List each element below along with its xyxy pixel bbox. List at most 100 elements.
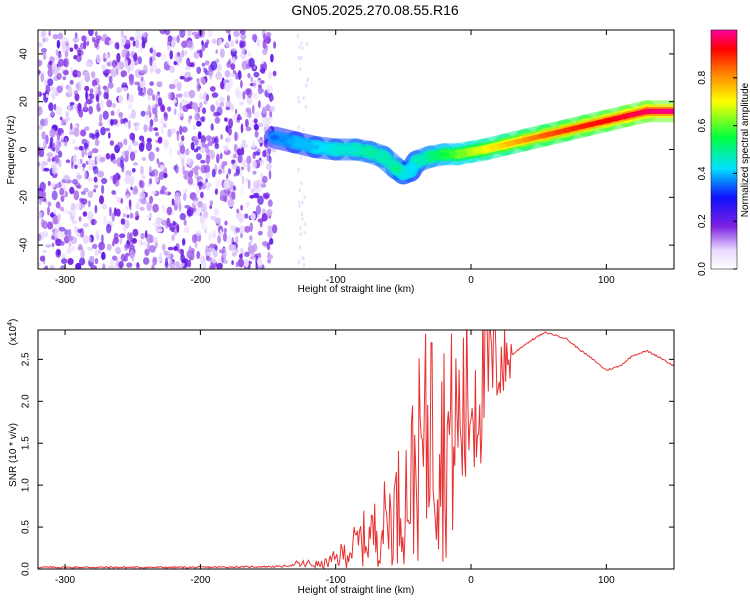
noise-speckle (216, 63, 222, 72)
noise-speckle (131, 168, 136, 173)
noise-speckle (124, 121, 128, 128)
noise-speckle (142, 31, 148, 38)
signal-peak-blob (310, 144, 320, 150)
noise-speckle (73, 55, 78, 60)
noise-speckle (51, 147, 55, 152)
noise-speckle (88, 236, 92, 244)
noise-speckle (106, 61, 112, 67)
noise-speckle (112, 119, 118, 125)
noise-speckle (63, 209, 69, 214)
noise-speckle (64, 118, 68, 124)
noise-speckle (104, 72, 109, 78)
noise-speckle (200, 135, 206, 145)
noise-speckle (103, 58, 107, 62)
noise-speckle (65, 159, 71, 164)
noise-speckle (89, 88, 94, 94)
noise-speckle (91, 71, 96, 79)
noise-speckle (77, 102, 82, 112)
y-tick-label: 1.0 (21, 478, 32, 492)
noise-speckle (176, 224, 180, 233)
noise-speckle (188, 89, 196, 99)
noise-speckle (85, 61, 92, 68)
signal-peak-blob (457, 151, 466, 157)
y-tick-label: 20 (19, 96, 30, 108)
noise-speckle (211, 92, 219, 98)
noise-speckle (181, 50, 185, 58)
noise-speckle (72, 37, 80, 43)
noise-speckle (111, 190, 116, 195)
noise-speckle (266, 84, 273, 94)
noise-speckle (119, 237, 123, 245)
noise-speckle (271, 224, 278, 234)
noise-speckle (226, 235, 232, 244)
noise-speckle (146, 137, 152, 143)
snr-scale-exponent: 4 (7, 322, 14, 326)
noise-speckle (257, 139, 265, 144)
noise-speckle (247, 73, 251, 79)
noise-speckle (56, 72, 62, 80)
noise-speckle (196, 78, 200, 83)
noise-speckle (226, 30, 231, 34)
noise-speckle (155, 131, 159, 137)
noise-speckle (152, 222, 157, 227)
noise-speckle (139, 79, 146, 89)
noise-speckle (206, 181, 210, 186)
noise-speckle (39, 212, 42, 218)
noise-speckle (149, 47, 154, 54)
y-tick-label: 0.0 (21, 562, 32, 576)
noise-speckle (212, 111, 220, 117)
noise-speckle (171, 127, 176, 134)
noise-speckle (155, 52, 162, 58)
noise-speckle (44, 37, 49, 43)
noise-speckle (251, 33, 258, 42)
noise-speckle (232, 185, 236, 191)
noise-speckle (106, 223, 112, 234)
noise-speckle (231, 159, 236, 164)
noise-speckle (108, 40, 114, 45)
noise-speckle (169, 65, 175, 74)
noise-speckle (298, 200, 301, 205)
noise-speckle (72, 139, 76, 144)
noise-speckle (178, 108, 184, 118)
noise-speckle (151, 168, 159, 177)
noise-speckle (57, 58, 65, 67)
noise-speckle (73, 190, 80, 201)
noise-speckle (141, 40, 146, 49)
noise-speckle (56, 249, 61, 256)
noise-speckle (227, 168, 232, 175)
noise-speckle (253, 71, 260, 78)
noise-speckle (233, 30, 240, 37)
noise-speckle (305, 42, 309, 46)
noise-speckle (230, 103, 234, 112)
noise-speckle (51, 164, 57, 175)
noise-speckle (40, 72, 45, 83)
noise-speckle (63, 69, 69, 76)
signal-peak-blob (660, 108, 669, 114)
noise-speckle (306, 78, 309, 83)
noise-speckle (159, 30, 167, 35)
noise-speckle (222, 169, 225, 174)
noise-speckle (89, 255, 95, 263)
noise-speckle (69, 186, 75, 195)
noise-speckle (56, 85, 63, 94)
noise-speckle (165, 190, 168, 196)
noise-speckle (124, 150, 130, 156)
noise-speckle (245, 144, 249, 148)
noise-speckle (58, 150, 63, 158)
noise-speckle (132, 228, 139, 237)
noise-speckle (218, 96, 225, 103)
noise-speckle (226, 94, 230, 103)
noise-speckle (130, 62, 135, 72)
noise-speckle (228, 118, 234, 129)
noise-speckle (298, 45, 301, 50)
noise-speckle (51, 242, 55, 248)
noise-speckle (205, 135, 212, 142)
colorbar-tick-label: 0.4 (697, 166, 708, 180)
noise-speckle (93, 39, 99, 48)
noise-speckle (39, 198, 42, 205)
noise-speckle (72, 155, 77, 165)
noise-speckle (141, 241, 147, 246)
noise-speckle (136, 262, 140, 268)
noise-speckle (120, 253, 127, 262)
noise-speckle (187, 76, 193, 81)
